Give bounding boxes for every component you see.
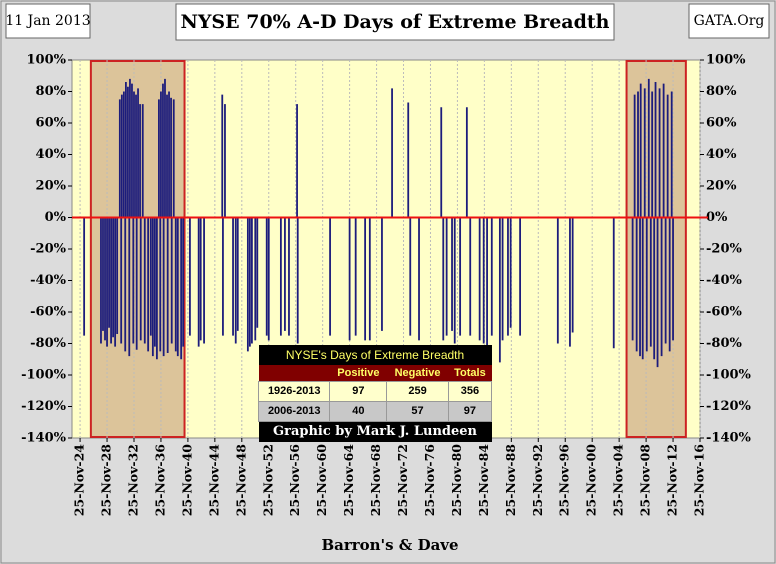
y2-tick-label: -140% — [706, 431, 752, 446]
cell: 40 — [329, 400, 388, 422]
y-tick-label: 20% — [36, 179, 67, 194]
cell: 2006-2013 — [257, 400, 331, 422]
y-tick-label: -40% — [30, 273, 66, 288]
y2-tick-label: -40% — [706, 273, 742, 288]
x-tick-label: 25-Nov-72 — [395, 444, 410, 516]
table-title: NYSE's Days of Extreme Breadth — [258, 345, 492, 365]
x-tick-label: 25-Nov-60 — [314, 444, 329, 516]
cell: 97 — [329, 380, 388, 402]
y-tick-label: 60% — [36, 116, 67, 131]
y-tick-label: 0% — [45, 210, 67, 225]
y2-tick-label: -80% — [706, 336, 742, 351]
x-tick-label: 25-Nov-80 — [449, 444, 464, 516]
x-axis-label: Barron's & Dave — [321, 536, 458, 554]
x-tick-label: 25-Nov-08 — [638, 444, 653, 516]
inset-table: NYSE's Days of Extreme Breadth Positive … — [257, 345, 493, 442]
y-tick-label: 100% — [27, 53, 67, 68]
y2-tick-label: -20% — [706, 242, 742, 257]
y-tick-label: 80% — [36, 84, 67, 99]
cell: 356 — [447, 380, 493, 402]
y-tick-label: -140% — [21, 431, 67, 446]
x-tick-label: 25-Nov-28 — [99, 444, 114, 516]
cell: 259 — [386, 380, 449, 402]
x-tick-label: 25-Nov-36 — [152, 444, 167, 516]
x-tick-label: 25-Nov-32 — [125, 444, 140, 516]
x-tick-label: 25-Nov-48 — [233, 444, 248, 516]
y-tick-label: -120% — [21, 399, 67, 414]
chart-title: NYSE 70% A-D Days of Extreme Breadth — [180, 11, 609, 33]
header-cell — [259, 365, 330, 381]
source-box — [688, 3, 770, 39]
x-tick-label: 25-Nov-88 — [503, 444, 518, 516]
y-tick-label: -60% — [30, 305, 66, 320]
x-tick-label: 25-Nov-64 — [341, 444, 356, 516]
y2-tick-label: 100% — [706, 53, 746, 68]
source: GATA.Org — [694, 13, 765, 29]
y2-tick-label: 80% — [706, 84, 737, 99]
y2-tick-label: 0% — [706, 210, 728, 225]
cell: 97 — [447, 400, 493, 422]
y2-tick-label: 20% — [706, 179, 737, 194]
x-tick-label: 25-Nov-96 — [557, 444, 572, 516]
x-tick-label: 25-Nov-04 — [611, 444, 626, 516]
y-tick-label: -100% — [21, 368, 67, 383]
x-tick-label: 25-Nov-76 — [422, 444, 437, 516]
y-tick-label: 40% — [36, 147, 67, 162]
x-tick-label: 25-Nov-00 — [584, 444, 599, 516]
x-tick-label: 25-Nov-92 — [530, 444, 545, 516]
x-tick-label: 25-Nov-24 — [72, 444, 87, 516]
date: 11 Jan 2013 — [5, 13, 90, 29]
cell: 57 — [386, 400, 449, 422]
table-footer: Graphic by Mark J. Lundeen — [258, 421, 492, 442]
y-tick-label: -20% — [30, 242, 66, 257]
y2-tick-label: -60% — [706, 305, 742, 320]
x-tick-label: 25-Nov-68 — [368, 444, 383, 516]
title-box — [175, 3, 615, 41]
y2-tick-label: 40% — [706, 147, 737, 162]
x-tick-label: 25-Nov-44 — [206, 444, 221, 516]
x-tick-label: 25-Nov-40 — [179, 444, 194, 516]
header-cell: Negative — [394, 366, 441, 379]
table: NYSE's Days of Extreme Breadth Positive … — [257, 345, 493, 442]
x-tick-label: 25-Nov-56 — [287, 444, 302, 516]
y2-tick-label: -100% — [706, 368, 752, 383]
x-tick-label: 25-Nov-84 — [476, 444, 491, 516]
x-tick-label: 25-Nov-12 — [665, 444, 680, 516]
header-cell: Totals — [454, 366, 486, 379]
x-tick-label: 25-Nov-52 — [260, 444, 275, 516]
header-cell: Positive — [337, 366, 380, 379]
cell: 1926-2013 — [257, 380, 331, 402]
x-tick-label: 25-Nov-16 — [692, 444, 707, 516]
y2-tick-label: -120% — [706, 399, 752, 414]
y-tick-label: -80% — [30, 336, 66, 351]
date-box — [5, 3, 91, 39]
y2-tick-label: 60% — [706, 116, 737, 131]
